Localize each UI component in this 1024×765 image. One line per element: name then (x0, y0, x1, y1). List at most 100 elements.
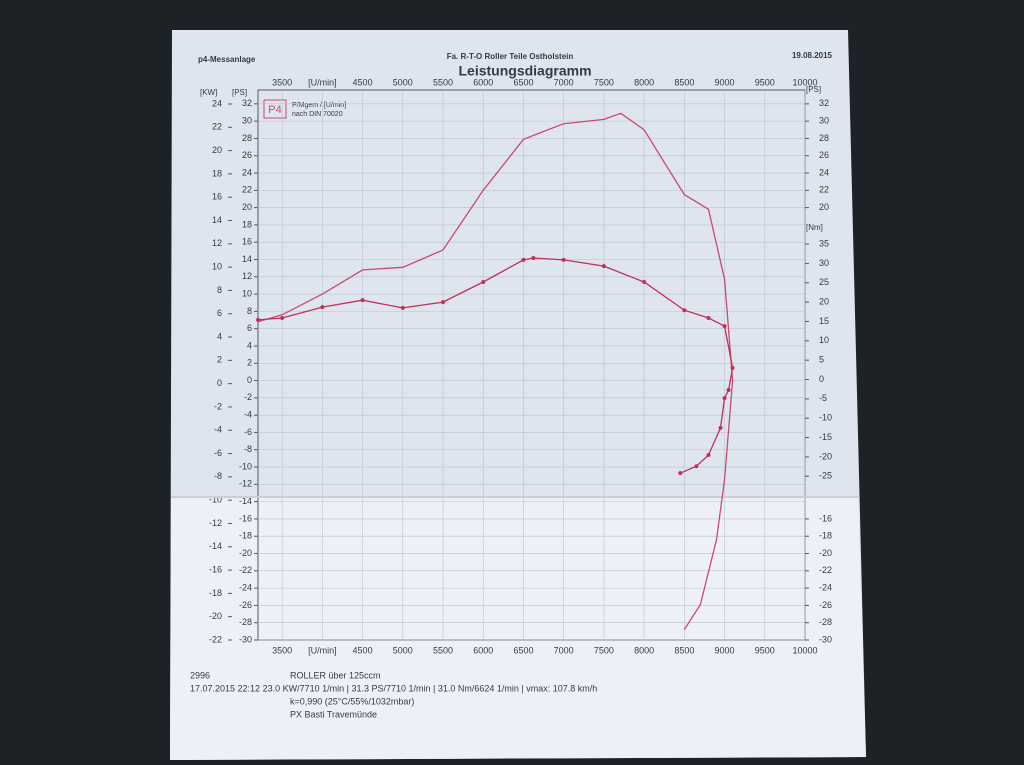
data-point (678, 471, 683, 476)
y-tick-label: -8 (244, 444, 252, 454)
y-tick-label: 20 (242, 202, 252, 212)
y-right-tick-label: 30 (819, 116, 829, 126)
x-tick-label: 10000 (792, 645, 817, 655)
y-tick-label: 22 (242, 185, 252, 195)
y-tick-label: -6 (244, 427, 252, 437)
y-right-tick-label: 22 (819, 185, 829, 195)
y-tick-label: 4 (247, 340, 252, 350)
y-tick-label: 26 (242, 150, 252, 160)
y-right-tick-label: -24 (819, 582, 832, 592)
data-point (481, 279, 486, 284)
y-tick-label: 2 (247, 358, 252, 368)
data-point (722, 396, 727, 401)
kw-tick-label: -4 (214, 425, 222, 435)
y2-tick-label: -25 (819, 471, 832, 481)
y-tick-label: 18 (242, 219, 252, 229)
y-tick-label: 24 (242, 167, 252, 177)
y2-tick-label: 30 (819, 258, 829, 268)
kw-tick-label: 16 (212, 192, 222, 202)
data-point (706, 452, 711, 457)
y-right-axis-label: [PS] (806, 85, 821, 94)
data-point (441, 300, 446, 305)
y-tick-label: -26 (239, 600, 252, 610)
kw-tick-label: 8 (217, 285, 222, 295)
kw-tick-label: -8 (214, 471, 222, 481)
series-line (257, 112, 734, 630)
footer-text: PX Basti Travemünde (290, 709, 377, 719)
x-tick-label: 5500 (433, 77, 453, 87)
kw-tick-label: 12 (212, 238, 222, 248)
data-point (682, 308, 687, 313)
y2-tick-label: 10 (819, 335, 829, 345)
data-point (694, 464, 699, 469)
y-right-tick-label: -20 (819, 548, 832, 558)
kw-tick-label: 0 (217, 378, 222, 388)
x-tick-label: 9500 (755, 77, 775, 87)
kw-tick-label: 24 (212, 98, 222, 108)
x-tick-label: 8000 (634, 645, 654, 655)
x-tick-label: 9000 (715, 77, 735, 87)
kw-tick-label: -18 (209, 588, 222, 598)
y2-tick-label: -15 (819, 432, 832, 442)
x-tick-label: 7000 (554, 77, 574, 87)
x-tick-label: 5000 (393, 77, 413, 87)
data-point (642, 279, 647, 284)
y-tick-label: 14 (242, 254, 252, 264)
x-tick-label: 6000 (473, 645, 493, 655)
series-line (257, 257, 734, 474)
data-point (718, 425, 723, 430)
y-tick-label: 30 (242, 116, 252, 126)
x-tick-label: 7500 (594, 645, 614, 655)
y-tick-label: 0 (247, 375, 252, 385)
y-right-tick-label: 28 (819, 133, 829, 143)
y-tick-label: -14 (239, 496, 252, 506)
x-tick-label: 7500 (594, 77, 614, 87)
data-point (521, 257, 526, 262)
y-tick-label: -16 (239, 513, 252, 523)
kw-tick-label: -20 (209, 611, 222, 621)
x-tick-label: 6500 (513, 645, 533, 655)
header-left: p4-Messanlage (198, 55, 256, 64)
y-tick-label: -4 (244, 410, 252, 420)
chart-title: Leistungsdiagramm (458, 63, 591, 79)
kw-tick-label: 4 (217, 331, 222, 341)
x-tick-label: 4500 (353, 645, 373, 655)
legend-text: nach DIN 70020 (292, 111, 343, 118)
data-point (706, 315, 711, 320)
y-right-tick-label: 32 (819, 98, 829, 108)
header-center: Fa. R-T-O Roller Teile Ostholstein (447, 52, 574, 61)
y2-tick-label: 0 (819, 374, 824, 384)
y-tick-label: -10 (239, 461, 252, 471)
y-right-tick-label: -26 (819, 600, 832, 610)
kw-tick-label: 6 (217, 308, 222, 318)
y-right-tick-label: -28 (819, 617, 832, 627)
data-point (726, 387, 731, 392)
legend-logo: P4 (268, 104, 281, 116)
y-tick-label: -28 (239, 617, 252, 627)
y2-tick-label: -5 (819, 393, 827, 403)
y-tick-label: 12 (242, 271, 252, 281)
x-tick-label: 6500 (513, 77, 533, 87)
kw-tick-label: 2 (217, 355, 222, 365)
y-tick-label: 8 (247, 306, 252, 316)
kw-tick-label: 14 (212, 215, 222, 225)
data-point (256, 317, 260, 322)
data-point (730, 365, 735, 370)
x-tick-label: 9000 (715, 645, 735, 655)
y-right-tick-label: 26 (819, 150, 829, 160)
y-right-tick-label: -30 (819, 634, 832, 644)
y-tick-label: 32 (242, 98, 252, 108)
footer-text: ROLLER über 125ccm (290, 670, 381, 680)
x-tick-label: 3500 (272, 77, 292, 87)
y-right-tick-label: -18 (819, 531, 832, 541)
y-right-tick-label: -16 (819, 513, 832, 523)
kw-axis-label: [KW] (200, 88, 217, 97)
y-tick-label: -2 (244, 392, 252, 402)
x-tick-label: 8500 (674, 77, 694, 87)
y2-tick-label: -20 (819, 451, 832, 461)
y2-tick-label: 20 (819, 296, 829, 306)
kw-tick-label: -16 (209, 564, 222, 574)
kw-tick-label: 22 (212, 122, 222, 132)
